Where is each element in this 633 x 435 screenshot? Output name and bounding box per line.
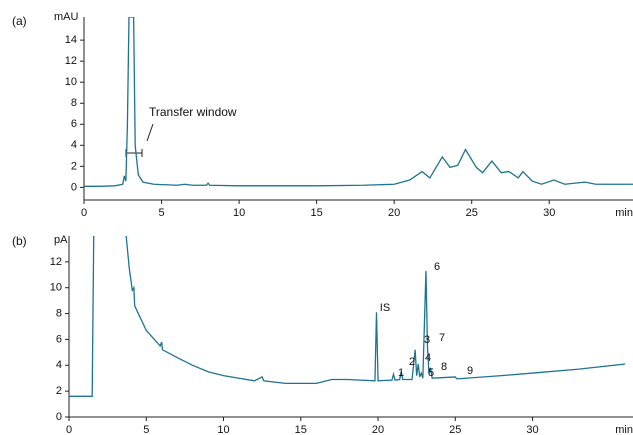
x-tick-label: 20 (388, 207, 400, 219)
x-tick-label: 10 (233, 207, 245, 219)
y-axis-unit: mAU (54, 11, 79, 23)
peak-label: 2 (409, 356, 415, 368)
x-tick-label: 0 (81, 207, 87, 219)
panel-label: (b) (12, 234, 27, 248)
peak-label: 1 (398, 367, 404, 379)
trace-line (84, 17, 633, 187)
y-tick-label: 12 (65, 55, 77, 67)
y-tick-label: 2 (71, 160, 77, 172)
x-tick-label: 30 (543, 207, 555, 219)
x-tick-label: 0 (66, 424, 72, 435)
y-tick-label: 4 (71, 139, 77, 151)
y-tick-label: 2 (56, 385, 62, 397)
plot-area (69, 236, 626, 397)
y-tick-label: 10 (65, 76, 77, 88)
y-axis-unit: pA (54, 234, 68, 246)
peak-label: 8 (441, 361, 447, 373)
x-tick-label: 15 (295, 424, 307, 435)
x-tick-label: 5 (143, 424, 149, 435)
x-tick-label: 25 (449, 424, 461, 435)
y-tick-label: 14 (65, 34, 77, 46)
y-tick-label: 0 (56, 411, 62, 423)
x-tick-label: 5 (158, 207, 164, 219)
y-tick-label: 8 (71, 97, 77, 109)
annotation: Transfer window (149, 105, 237, 119)
peak-label: IS (380, 302, 390, 314)
plot-area (84, 17, 633, 187)
x-tick-label: 25 (466, 207, 478, 219)
y-tick-label: 10 (50, 282, 62, 294)
y-tick-label: 12 (50, 256, 62, 268)
x-tick-label: 20 (372, 424, 384, 435)
peak-label: 5 (428, 367, 434, 379)
y-tick-label: 0 (71, 181, 77, 193)
peak-label: 7 (439, 332, 445, 344)
x-tick-label: 15 (311, 207, 323, 219)
y-tick-label: 6 (71, 118, 77, 130)
x-axis-unit: min (615, 207, 633, 219)
peak-label: 9 (467, 365, 473, 377)
panel-label: (a) (12, 14, 27, 28)
peak-label: 6 (434, 261, 440, 273)
y-tick-label: 8 (56, 307, 62, 319)
trace-line (69, 236, 626, 397)
y-tick-label: 6 (56, 333, 62, 345)
x-tick-label: 30 (526, 424, 538, 435)
y-tick-label: 4 (56, 359, 62, 371)
transfer-window-bracket (125, 123, 154, 157)
x-tick-label: 10 (217, 424, 229, 435)
peak-label: 3 (424, 334, 430, 346)
peak-label: 4 (425, 352, 431, 364)
x-axis-unit: min (615, 424, 633, 435)
